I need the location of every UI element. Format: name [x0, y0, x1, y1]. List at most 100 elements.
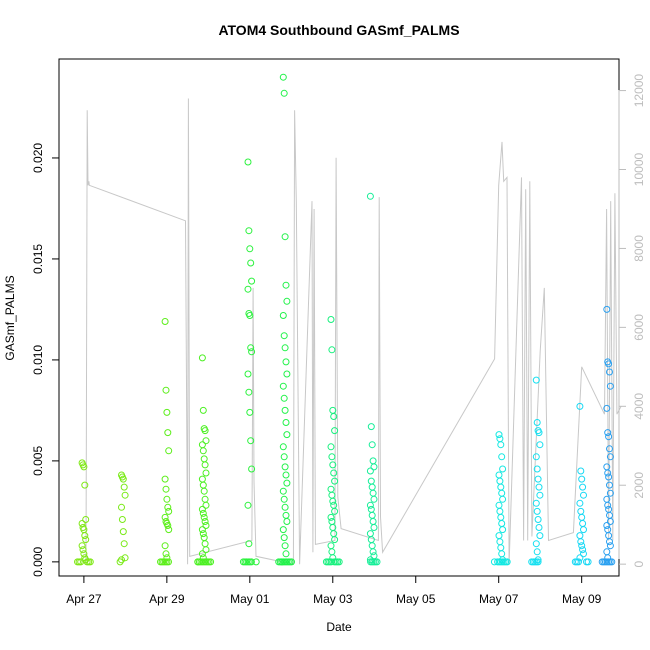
- data-point: [327, 558, 335, 566]
- data-point: [603, 305, 611, 313]
- data-point: [534, 516, 542, 523]
- data-point: [497, 483, 505, 491]
- data-point: [606, 511, 613, 519]
- gasmf-series: [74, 73, 616, 566]
- data-point: [608, 558, 616, 566]
- y2-tick-label: 12000: [632, 74, 646, 108]
- data-point: [579, 483, 587, 491]
- data-point: [200, 455, 208, 463]
- data-point: [604, 501, 612, 509]
- data-point: [198, 505, 206, 513]
- data-point: [116, 558, 124, 566]
- data-point: [330, 530, 338, 538]
- data-point: [606, 489, 614, 497]
- x-axis-label: Date: [326, 620, 352, 634]
- data-point: [533, 548, 541, 556]
- data-point: [162, 550, 170, 558]
- data-point: [279, 443, 287, 451]
- data-point: [605, 360, 613, 368]
- data-point: [328, 491, 336, 499]
- data-point: [331, 507, 339, 515]
- y-tick-label: 0.010: [31, 345, 45, 375]
- x-tick-label: Apr 27: [66, 592, 102, 606]
- data-point: [370, 463, 378, 471]
- data-point: [81, 532, 89, 540]
- data-point: [282, 550, 290, 558]
- data-point: [282, 419, 290, 426]
- data-point: [575, 558, 582, 566]
- data-point: [577, 467, 585, 475]
- data-point: [199, 509, 207, 517]
- data-point: [367, 477, 375, 485]
- data-point: [603, 404, 611, 412]
- data-point: [367, 423, 375, 431]
- data-point: [366, 501, 374, 509]
- data-point: [199, 447, 207, 455]
- data-point: [532, 540, 540, 548]
- data-point: [281, 542, 289, 550]
- data-point: [498, 453, 506, 461]
- data-point: [247, 344, 255, 352]
- data-point: [535, 524, 543, 531]
- data-point: [120, 540, 128, 548]
- data-point: [577, 538, 585, 546]
- data-point: [118, 503, 125, 511]
- altitude-line: [85, 98, 622, 565]
- data-point: [606, 445, 613, 453]
- data-point: [606, 542, 614, 550]
- data-point: [503, 558, 511, 566]
- altitude-series: [85, 98, 622, 565]
- data-point: [283, 431, 291, 439]
- data-point: [163, 495, 171, 503]
- data-point: [498, 489, 506, 497]
- data-point: [499, 465, 507, 473]
- data-point: [329, 461, 337, 469]
- data-point: [495, 471, 503, 479]
- data-point: [496, 507, 504, 515]
- data-point: [533, 465, 541, 473]
- data-point: [248, 465, 256, 473]
- data-point: [331, 536, 339, 544]
- y-tick-label: 0.005: [31, 446, 45, 476]
- data-point: [281, 463, 289, 471]
- data-point: [330, 469, 338, 477]
- x-tick-label: Apr 29: [149, 592, 185, 606]
- data-point: [78, 542, 86, 550]
- data-point: [327, 513, 335, 521]
- data-point: [606, 481, 613, 489]
- data-point: [535, 429, 543, 437]
- data-point: [165, 507, 173, 515]
- y-axis-label: GASmf_PALMS: [3, 275, 17, 360]
- data-point: [604, 469, 612, 477]
- data-point: [497, 513, 505, 521]
- data-point: [282, 471, 290, 479]
- y2-axis: 0 2000 4000 6000 8000 10000 12000: [618, 74, 646, 568]
- data-point: [283, 370, 291, 378]
- data-point: [536, 532, 544, 540]
- data-point: [161, 542, 169, 550]
- data-point: [118, 516, 126, 523]
- data-point: [162, 386, 170, 394]
- data-point: [119, 528, 127, 536]
- data-point: [369, 489, 377, 497]
- data-point: [370, 495, 378, 503]
- data-point: [580, 550, 587, 558]
- data-point: [78, 520, 86, 527]
- data-point: [201, 518, 209, 525]
- data-point: [605, 473, 613, 481]
- data-point: [369, 548, 377, 556]
- x-axis: Apr 27 Apr 29 May 01 May 03 May 05 May 07 May …: [66, 575, 602, 606]
- data-point: [198, 526, 206, 534]
- data-point: [580, 491, 587, 499]
- data-point: [121, 491, 129, 499]
- data-point: [283, 479, 291, 487]
- data-point: [369, 457, 377, 465]
- data-point: [198, 354, 206, 362]
- data-point: [86, 558, 94, 566]
- data-point: [603, 522, 611, 529]
- data-point: [278, 558, 286, 566]
- data-point: [328, 518, 336, 525]
- data-point: [490, 558, 498, 566]
- data-point: [370, 524, 378, 531]
- data-point: [330, 501, 338, 509]
